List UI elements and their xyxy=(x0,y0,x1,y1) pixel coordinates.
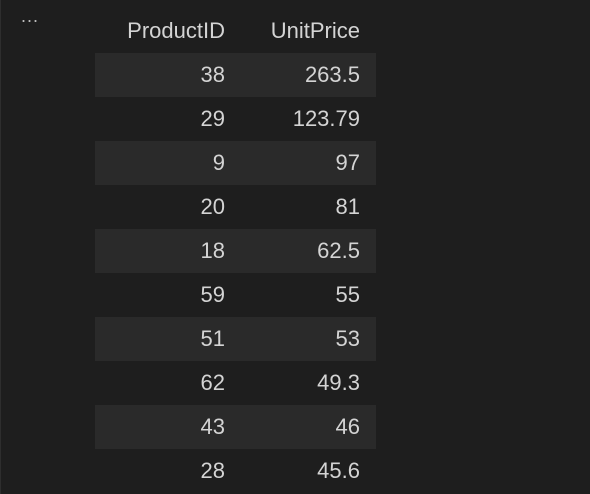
cell-productid: 29 xyxy=(200,106,225,131)
cell-unitprice: 53 xyxy=(335,326,360,351)
cell-unitprice: 263.5 xyxy=(304,62,360,87)
table-row: 62 49.3 xyxy=(95,361,376,405)
dataframe-table: ProductID UnitPrice 38 263.5 29 123.79 9… xyxy=(95,9,376,493)
column-header-unitprice[interactable]: UnitPrice xyxy=(270,18,360,43)
cell-unitprice: 123.79 xyxy=(292,106,360,131)
cell-productid: 51 xyxy=(200,326,225,351)
cell-productid: 59 xyxy=(200,282,225,307)
column-header-productid[interactable]: ProductID xyxy=(127,18,225,43)
more-actions-icon[interactable]: ... xyxy=(21,6,51,32)
table-row: 28 45.6 xyxy=(95,449,376,493)
table-row: 43 46 xyxy=(95,405,376,449)
cell-unitprice: 97 xyxy=(335,150,360,175)
cell-unitprice: 46 xyxy=(335,414,360,439)
table-row: 51 53 xyxy=(95,317,376,361)
table-row: 20 81 xyxy=(95,185,376,229)
cell-unitprice: 81 xyxy=(335,194,360,219)
cell-productid: 43 xyxy=(200,414,225,439)
cell-productid: 9 xyxy=(212,150,225,175)
table-row: 9 97 xyxy=(95,141,376,185)
more-actions-label: ... xyxy=(21,6,40,26)
table-header-row: ProductID UnitPrice xyxy=(95,9,376,53)
table-row: 59 55 xyxy=(95,273,376,317)
cell-productid: 18 xyxy=(200,238,225,263)
table-row: 38 263.5 xyxy=(95,53,376,97)
cell-productid: 28 xyxy=(200,458,225,483)
cell-productid: 20 xyxy=(200,194,225,219)
cell-productid: 62 xyxy=(200,370,225,395)
cell-unitprice: 62.5 xyxy=(317,238,360,263)
cell-unitprice: 55 xyxy=(335,282,360,307)
table-row: 18 62.5 xyxy=(95,229,376,273)
cell-unitprice: 49.3 xyxy=(317,370,360,395)
cell-productid: 38 xyxy=(200,62,225,87)
table-row: 29 123.79 xyxy=(95,97,376,141)
cell-unitprice: 45.6 xyxy=(317,458,360,483)
